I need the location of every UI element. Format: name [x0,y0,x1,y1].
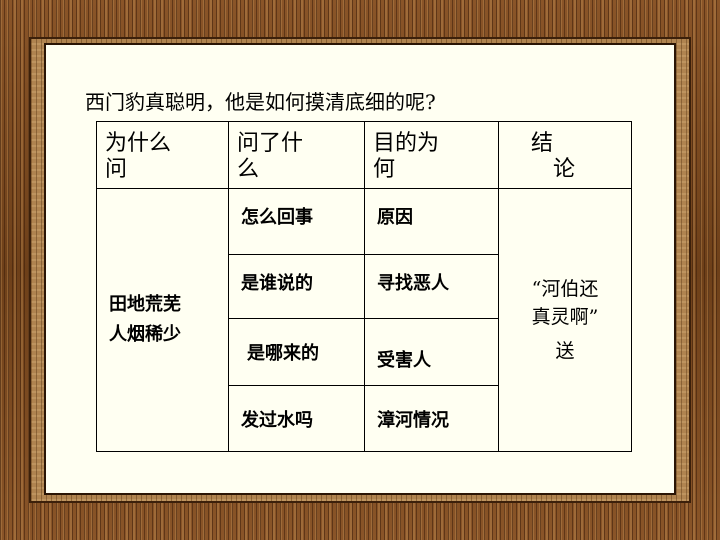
table-row: 田地荒芜 人烟稀少 怎么回事 原因 “河伯还 真灵啊” 送 [96,188,632,452]
question-cell: 是哪来的 [228,318,365,386]
header-conclusion: 结 论 [498,121,632,189]
question-cell: 发过水吗 [228,385,365,452]
purpose-cell: 寻找恶人 [364,254,499,319]
table-row: 发过水吗 漳河情况 [97,385,632,452]
question-cell: 是谁说的 [228,254,365,319]
purpose-cell: 漳河情况 [364,385,499,452]
table-header-row: 为什么 问 问了什 么 目的为 何 结 论 [96,121,632,189]
analysis-table: 为什么 问 问了什 么 目的为 何 结 论 田地荒芜 人烟稀少 怎么回事 原因 … [96,121,632,452]
header-why-ask: 为什么 问 [96,121,229,189]
header-purpose: 目的为 何 [364,121,499,189]
symptom-cell: 田地荒芜 人烟稀少 [96,188,229,452]
header-what-asked: 问了什 么 [228,121,365,189]
question-cell: 怎么回事 [228,188,365,255]
purpose-cell: 原因 [364,188,499,255]
slide-heading: 西门豹真聪明，他是如何摸清底细的呢? [85,90,436,114]
conclusion-cell: “河伯还 真灵啊” 送 [498,188,632,452]
purpose-cell: 受害人 [364,318,499,386]
